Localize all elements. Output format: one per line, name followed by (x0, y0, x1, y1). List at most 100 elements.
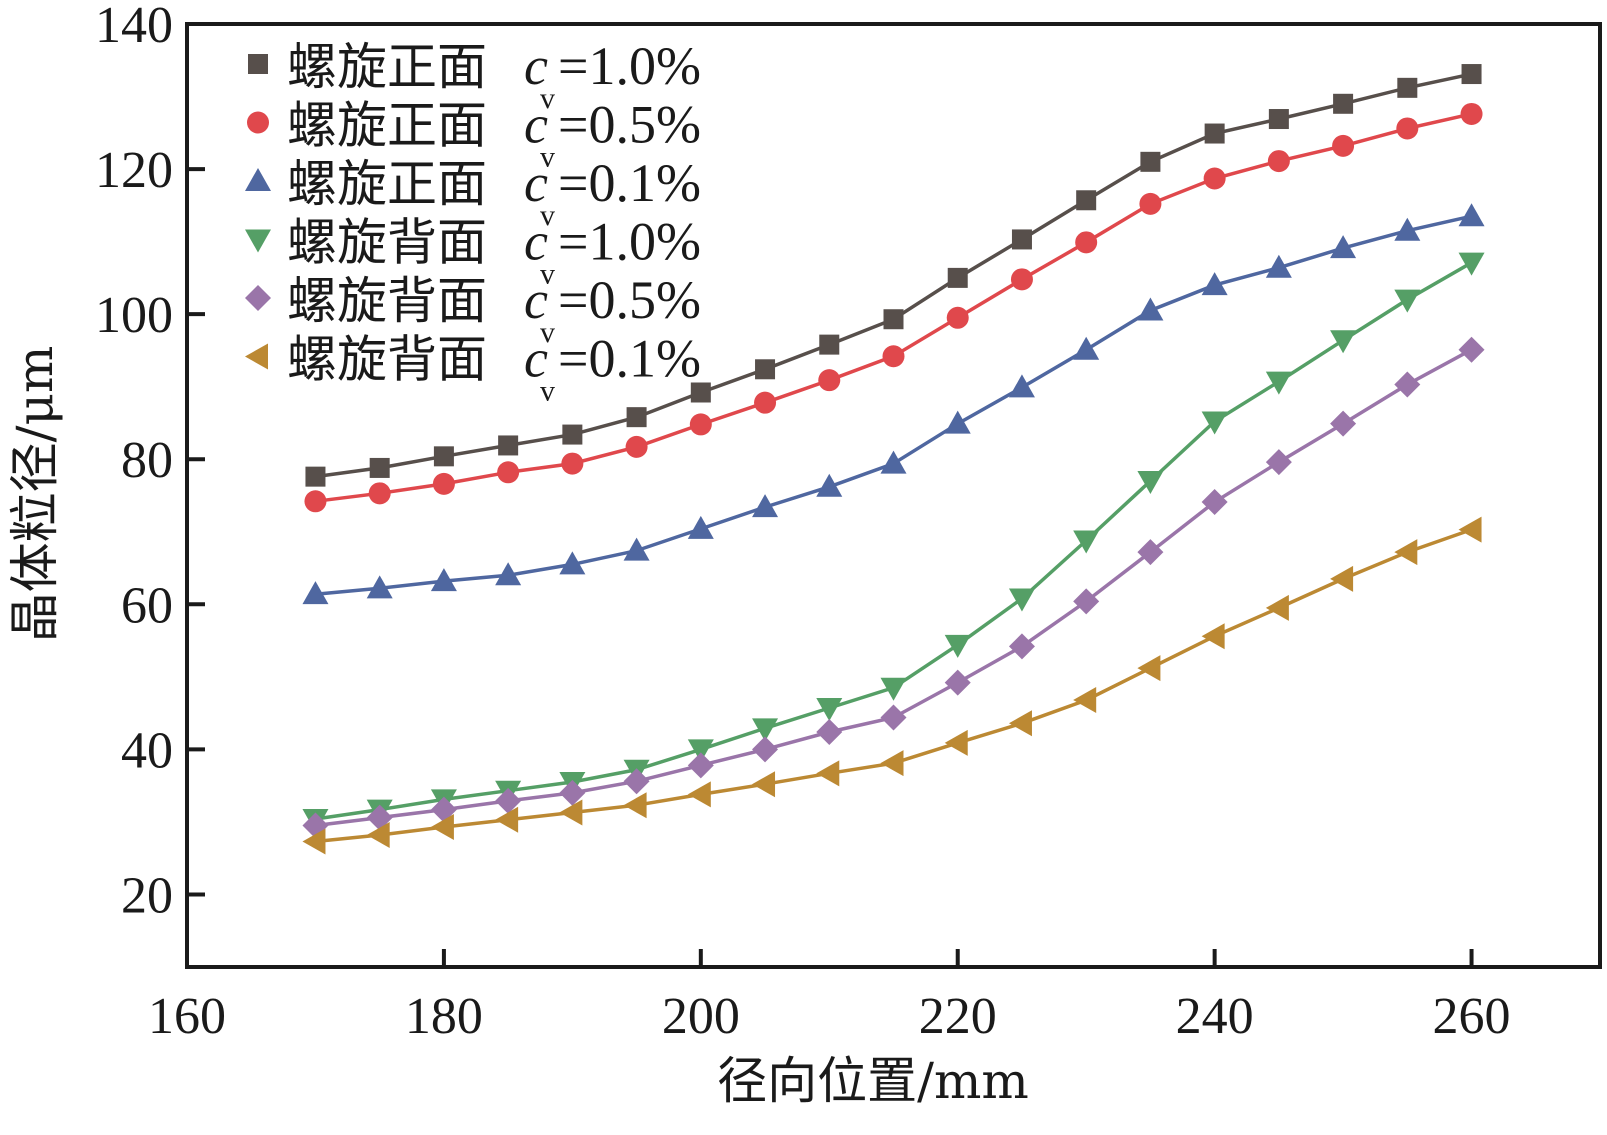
x-tick-label: 260 (1433, 988, 1511, 1045)
data-point (495, 562, 522, 586)
data-point (752, 494, 779, 518)
data-point (368, 482, 391, 505)
data-point (816, 718, 843, 745)
data-point (1265, 371, 1292, 395)
series-layer (302, 64, 1485, 855)
data-point (880, 750, 904, 777)
data-point (1460, 102, 1483, 125)
data-point (946, 306, 969, 329)
data-point (816, 760, 840, 787)
legend-subscript: v (540, 375, 555, 408)
y-tick-label: 100 (95, 287, 173, 344)
series-line (315, 348, 1473, 828)
data-point (369, 457, 390, 478)
data-point (944, 669, 971, 696)
data-point (1396, 117, 1419, 140)
data-point (880, 677, 907, 701)
data-point (1075, 231, 1098, 254)
data-point (430, 568, 457, 592)
y-tick-label: 40 (121, 722, 173, 779)
data-point (690, 382, 711, 403)
legend-subscript: v (540, 82, 555, 115)
data-point (1330, 410, 1357, 437)
data-point (1394, 371, 1421, 398)
legend-item: 螺旋背面 cv=0.5% (245, 270, 701, 349)
legend: 螺旋正面 cv=1.0%螺旋正面 cv=0.5%螺旋正面 cv=0.1%螺旋背面 cv=… (245, 36, 701, 408)
data-point (559, 799, 583, 826)
data-point (1458, 516, 1482, 543)
data-point (880, 450, 907, 474)
data-point (366, 575, 393, 599)
y-tick-label: 120 (95, 142, 173, 199)
data-point (430, 814, 454, 841)
data-point (432, 472, 455, 495)
data-point (1076, 190, 1097, 211)
data-point (1010, 268, 1033, 291)
data-point (1201, 411, 1228, 435)
legend-item: 螺旋背面 cv=0.1% (245, 329, 701, 408)
data-point (883, 309, 904, 330)
x-tick-label: 220 (919, 988, 997, 1045)
series-triangle-up (302, 203, 1485, 605)
data-point (1330, 565, 1354, 592)
legend-variable: c (524, 329, 548, 389)
data-point (1008, 374, 1035, 398)
legend-value: =0.1% (558, 153, 701, 213)
data-point (1267, 150, 1290, 173)
data-point (623, 537, 650, 561)
data-point (1203, 167, 1226, 190)
data-point (1265, 254, 1292, 278)
data-point (625, 435, 648, 458)
data-point (302, 581, 329, 605)
y-tick-label: 80 (121, 432, 173, 489)
data-point (1201, 489, 1228, 516)
data-point (366, 821, 390, 848)
data-point (562, 424, 583, 445)
data-point (1137, 297, 1164, 321)
legend-value: =0.5% (558, 95, 701, 155)
legend-subscript: v (540, 199, 555, 232)
legend-item: 螺旋正面 cv=1.0% (248, 36, 701, 115)
series-circle (304, 102, 1483, 513)
data-point (1073, 530, 1100, 554)
data-point (816, 698, 843, 722)
legend-value: =1.0% (558, 36, 701, 96)
legend-value: =1.0% (558, 212, 701, 272)
legend-marker-square (248, 54, 268, 74)
data-point (1330, 330, 1357, 354)
data-point (816, 473, 843, 497)
legend-label: 螺旋背面 (287, 331, 487, 389)
y-tick-label: 20 (121, 867, 173, 924)
data-point (819, 334, 840, 355)
data-point (495, 806, 519, 833)
series-triangle-left (302, 516, 1482, 855)
data-point (1265, 449, 1292, 476)
data-point (944, 634, 971, 658)
y-tick-label: 60 (121, 577, 173, 634)
data-point (1394, 289, 1421, 313)
legend-marker-circle (247, 111, 269, 134)
data-point (561, 452, 584, 475)
data-point (1268, 109, 1289, 130)
data-point (1008, 633, 1035, 660)
x-tick-label: 200 (662, 988, 740, 1045)
legend-marker-triangle-down (245, 229, 271, 253)
series-square (305, 64, 1482, 487)
legend-variable: c (524, 212, 548, 272)
data-point (1139, 192, 1162, 215)
data-point (302, 828, 326, 855)
data-point (1073, 336, 1100, 360)
legend-marker-triangle-left (245, 343, 268, 370)
plot-border (185, 22, 1602, 969)
legend-label: 螺旋正面 (287, 38, 487, 96)
data-point (687, 781, 711, 808)
data-point (1333, 93, 1354, 114)
legend-variable: c (524, 153, 548, 213)
data-point (1458, 203, 1485, 227)
legend-label: 螺旋背面 (287, 214, 487, 272)
data-point (818, 369, 841, 392)
plot-frame (185, 22, 1602, 969)
data-point (1011, 229, 1032, 250)
data-point (1140, 151, 1161, 172)
legend-variable: c (524, 95, 548, 155)
